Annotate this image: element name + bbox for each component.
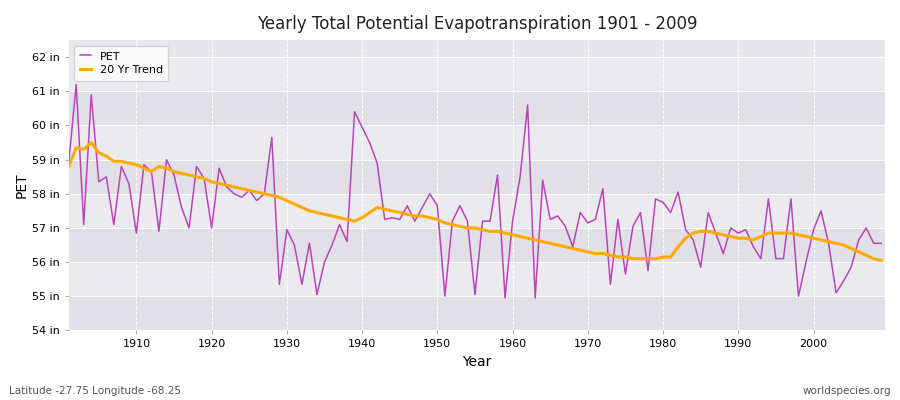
- Bar: [68, 160, 885, 194]
- PET: [63, 161, 74, 166]
- Y-axis label: PET: PET: [15, 172, 29, 198]
- 20 Yr Trend: [86, 140, 96, 145]
- X-axis label: Year: Year: [463, 355, 491, 369]
- PET: [876, 241, 886, 246]
- 20 Yr Trend: [131, 162, 142, 167]
- PET: [515, 174, 526, 179]
- PET: [71, 82, 82, 87]
- PET: [131, 231, 142, 236]
- PET: [342, 239, 353, 244]
- 20 Yr Trend: [296, 205, 307, 210]
- Legend: PET, 20 Yr Trend: PET, 20 Yr Trend: [74, 46, 168, 81]
- Bar: [68, 262, 885, 296]
- PET: [296, 282, 307, 287]
- Bar: [68, 91, 885, 126]
- 20 Yr Trend: [605, 253, 616, 258]
- Bar: [68, 57, 885, 91]
- Text: Latitude -27.75 Longitude -68.25: Latitude -27.75 Longitude -68.25: [9, 386, 181, 396]
- Bar: [68, 194, 885, 228]
- Bar: [68, 228, 885, 262]
- PET: [522, 103, 533, 108]
- 20 Yr Trend: [508, 232, 518, 237]
- Title: Yearly Total Potential Evapotranspiration 1901 - 2009: Yearly Total Potential Evapotranspiratio…: [256, 15, 698, 33]
- Text: worldspecies.org: worldspecies.org: [803, 386, 891, 396]
- 20 Yr Trend: [342, 217, 353, 222]
- 20 Yr Trend: [515, 234, 526, 239]
- 20 Yr Trend: [876, 258, 886, 263]
- Bar: [68, 296, 885, 330]
- PET: [613, 217, 624, 222]
- PET: [500, 296, 510, 300]
- Line: 20 Yr Trend: 20 Yr Trend: [68, 142, 881, 260]
- 20 Yr Trend: [63, 164, 74, 169]
- Line: PET: PET: [68, 84, 881, 298]
- Bar: [68, 126, 885, 160]
